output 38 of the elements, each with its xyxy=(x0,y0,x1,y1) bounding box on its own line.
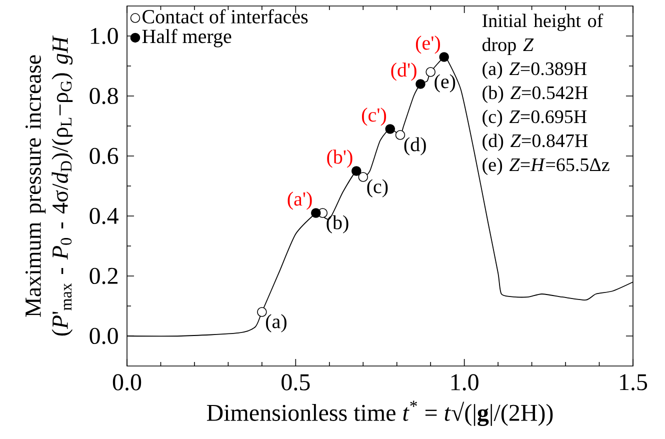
y-tick-label: 1.0 xyxy=(90,28,118,44)
point xyxy=(416,79,426,89)
legend-label: Half merge xyxy=(142,28,232,48)
legend-label: Contact of interfaces xyxy=(142,9,308,24)
annotation: (b') xyxy=(327,150,352,168)
point xyxy=(351,166,362,176)
point xyxy=(439,52,449,62)
point xyxy=(257,307,267,317)
y-tick-label: 0.2 xyxy=(90,268,118,284)
x-tick-label: 1.0 xyxy=(451,374,478,390)
y-tick-label: 0.6 xyxy=(90,148,118,164)
annotation: (c') xyxy=(362,108,386,126)
annotation: (a) xyxy=(266,314,286,332)
point xyxy=(426,67,436,77)
annotation: (b) xyxy=(326,215,348,234)
x-axis-title: Dimensionless time t$^{*}$ = t√(|g|/(2H)) xyxy=(206,400,553,426)
point xyxy=(358,172,368,182)
annotation: (a) Z=0.389H xyxy=(482,62,587,80)
annotation: (d') xyxy=(391,62,416,81)
annotation: (d) xyxy=(404,137,426,156)
x-tick-label: 1.5 xyxy=(620,374,648,390)
annotation: Initial height of drop Z xyxy=(482,14,604,56)
annotation: (e') xyxy=(416,36,440,54)
y-tick-label: 0.4 xyxy=(90,208,118,224)
annotation: (e) xyxy=(434,74,456,92)
y-tick-label: 0.0 xyxy=(90,328,118,344)
annotation: (a') xyxy=(288,192,312,210)
x-tick-label: 0.0 xyxy=(112,374,142,390)
annotation: (d) Z=0.847H xyxy=(482,134,588,152)
x-tick-label: 0.5 xyxy=(282,374,310,390)
annotation: (e) Z=H=65.5Δz xyxy=(482,158,610,176)
annotation: (b) Z=0.542H xyxy=(482,86,588,104)
annotation: (c) xyxy=(367,179,388,198)
annotation: (c) Z=0.695H xyxy=(482,110,587,128)
point xyxy=(385,124,396,134)
point xyxy=(395,130,406,140)
y-tick-label: 0.8 xyxy=(90,88,118,104)
point xyxy=(311,208,321,218)
